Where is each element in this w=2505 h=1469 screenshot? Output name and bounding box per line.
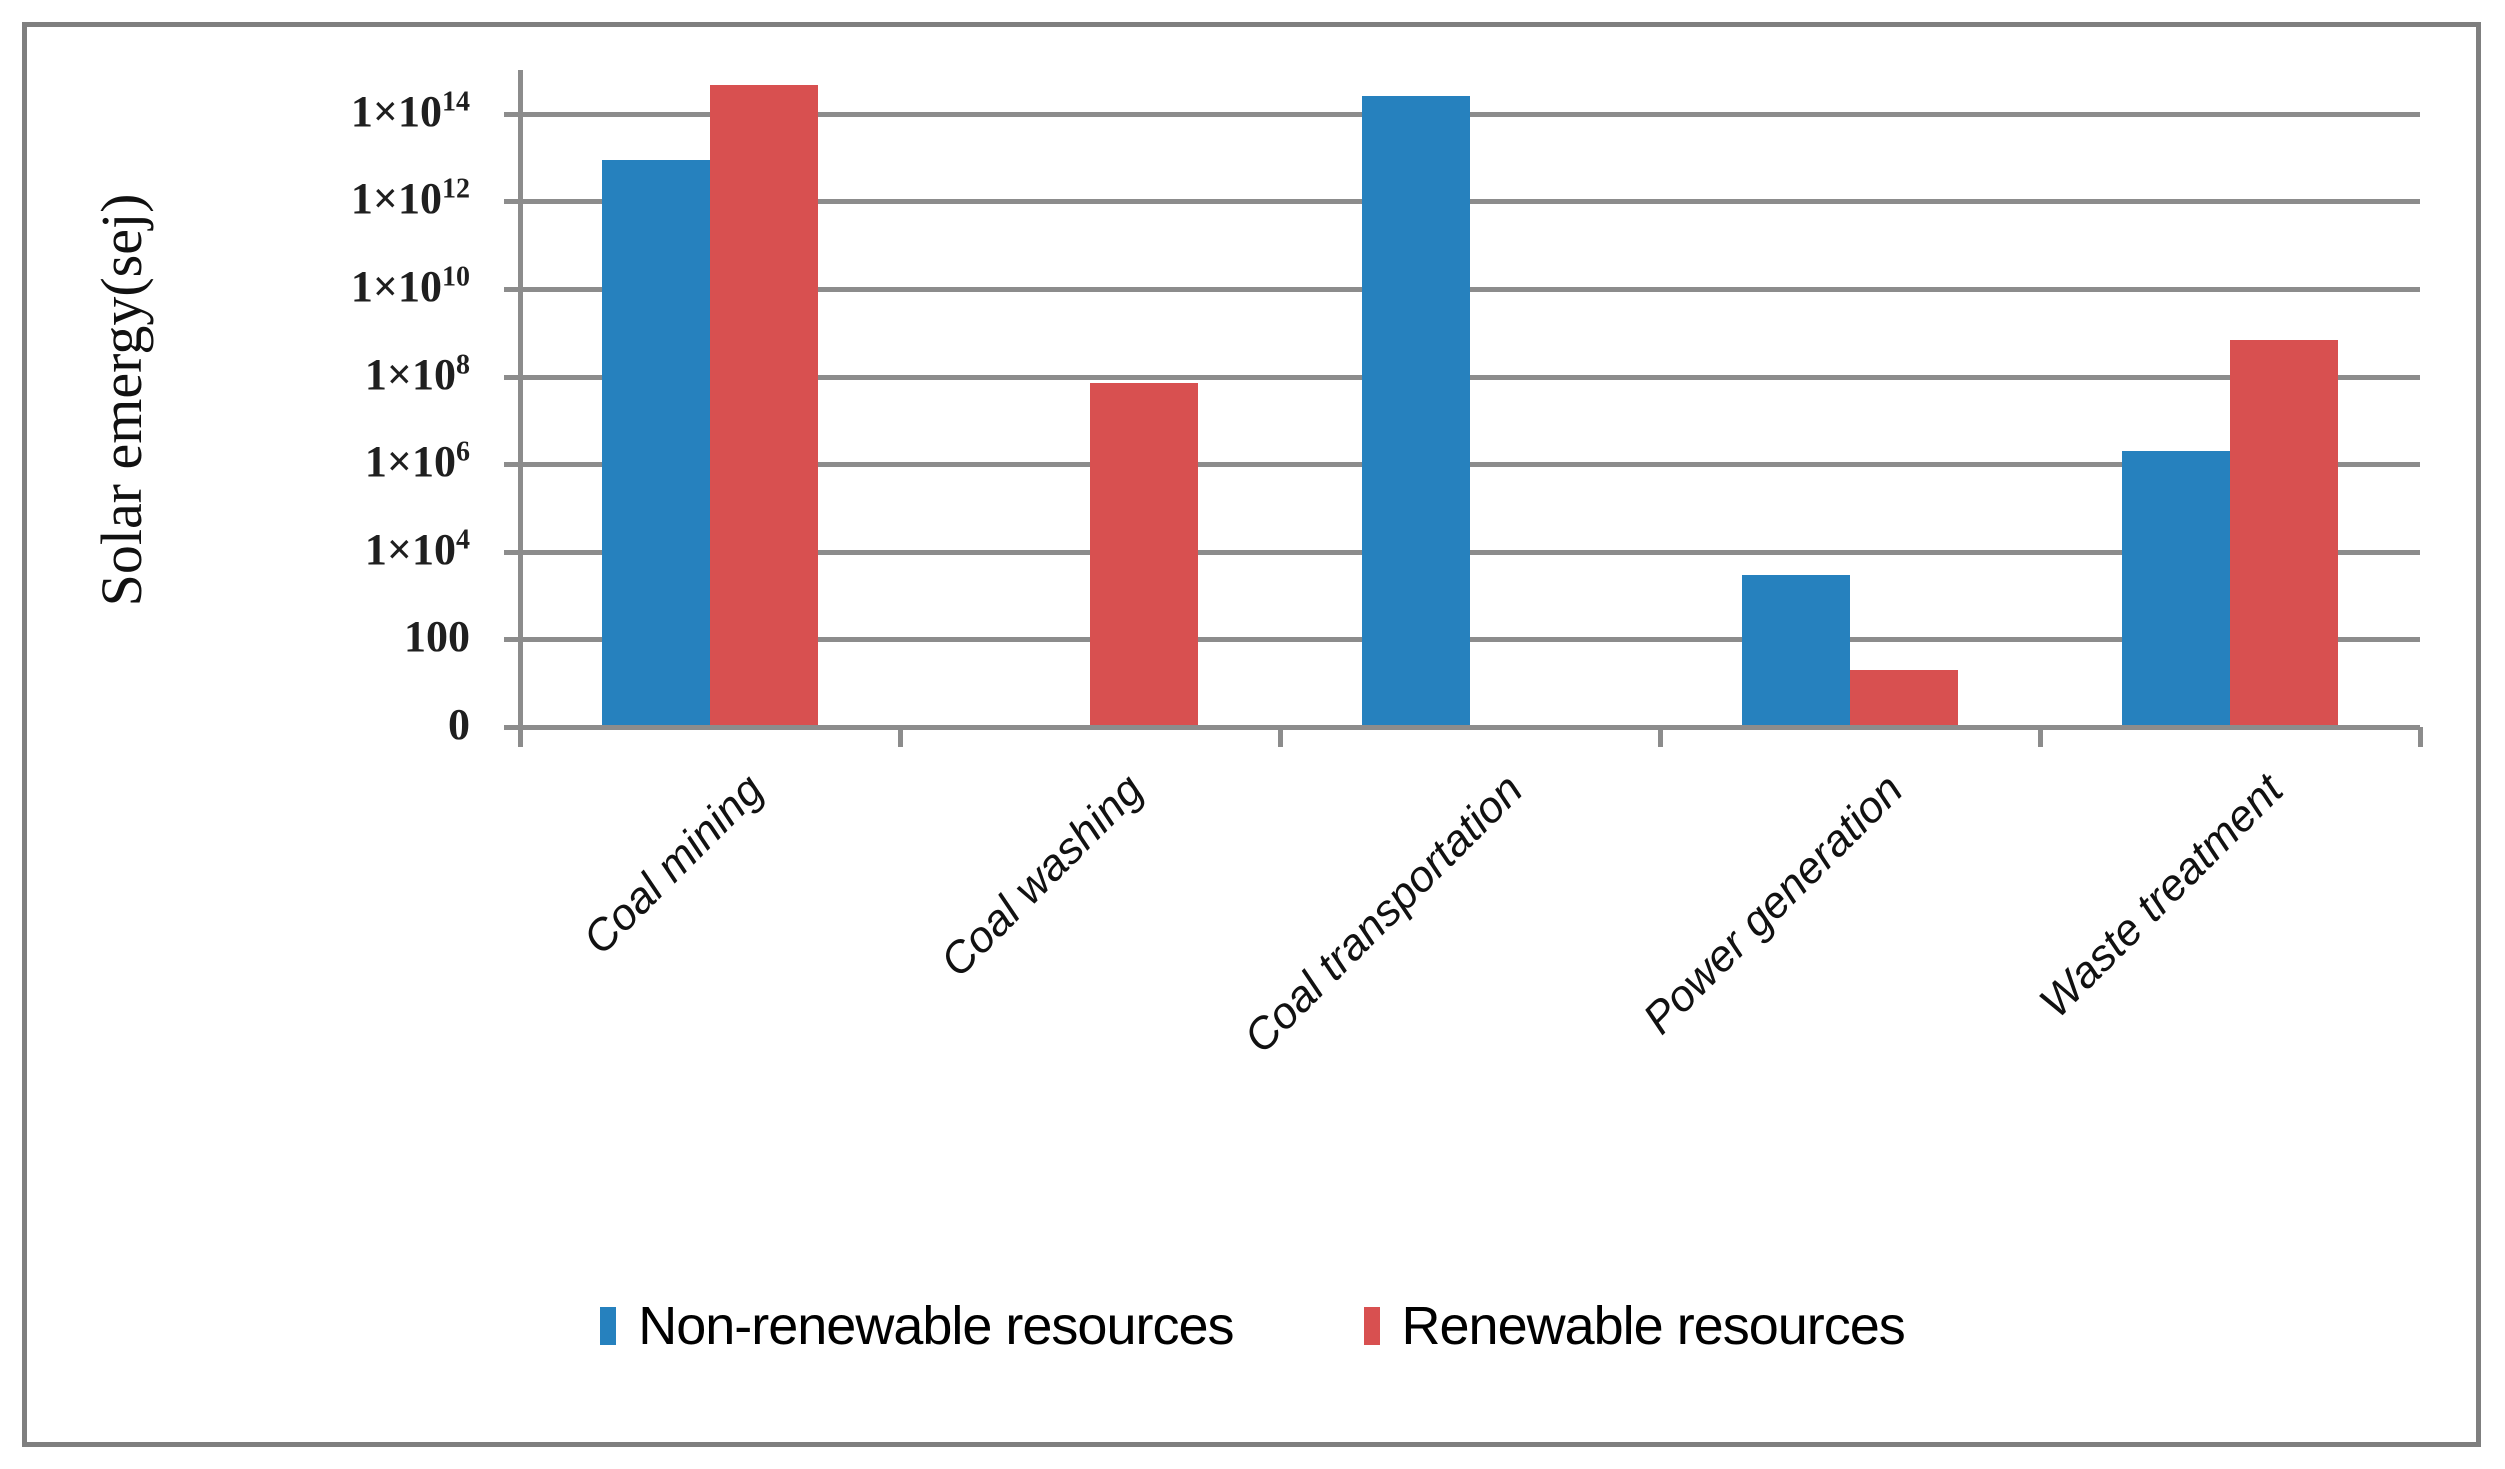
y-axis-title: Solar emergy(sej) — [89, 193, 154, 607]
legend-label-non-renewable-resources: Non-renewable resources — [638, 1296, 1234, 1356]
x-axis-tick — [518, 727, 523, 747]
y-axis-line — [518, 70, 523, 747]
legend-label-renewable-resources: Renewable resources — [1401, 1296, 1906, 1356]
legend-item-renewable-resources: Renewable resources — [1363, 1295, 1906, 1357]
bar-renewable-resources-coal-mining — [710, 85, 818, 727]
y-tick-label-1e8: 1×108 — [364, 348, 470, 399]
bar-renewable-resources-waste-treatment — [2230, 339, 2338, 727]
y-tick-label-1e4: 1×104 — [364, 524, 470, 574]
bar-non-renewable-resources-power-generation — [1742, 574, 1850, 727]
bar-renewable-resources-power-generation — [1850, 670, 1958, 727]
y-tick-label-1e6: 1×106 — [364, 436, 470, 487]
y-tick-exponent: 6 — [456, 436, 470, 468]
legend-item-non-renewable-resources: Non-renewable resources — [600, 1295, 1235, 1357]
y-tick-exponent: 4 — [456, 524, 470, 556]
bar-renewable-resources-coal-washing — [1090, 383, 1198, 727]
y-tick-label-1e10: 1×1010 — [350, 261, 470, 311]
x-axis-tick — [2418, 727, 2423, 747]
bar-non-renewable-resources-waste-treatment — [2122, 451, 2230, 727]
y-tick-label-1e2: 100 — [404, 612, 470, 662]
y-tick-exponent: 10 — [442, 261, 470, 293]
legend-swatch-renewable-resources — [1363, 1307, 1380, 1345]
x-axis-line — [504, 725, 2420, 730]
x-axis-tick — [898, 727, 903, 747]
x-axis-tick — [1658, 727, 1663, 747]
bar-non-renewable-resources-coal-transportation — [1362, 96, 1470, 727]
chart-border — [22, 22, 2481, 1447]
legend-swatch-non-renewable-resources — [600, 1307, 617, 1345]
y-tick-label-1e0: 0 — [448, 700, 470, 749]
y-tick-label-1e14: 1×1014 — [350, 86, 470, 136]
y-tick-label-1e12: 1×1012 — [350, 173, 470, 224]
y-tick-exponent: 12 — [442, 173, 470, 205]
y-tick-exponent: 8 — [456, 348, 470, 380]
bar-non-renewable-resources-coal-mining — [602, 159, 710, 727]
x-axis-tick — [1278, 727, 1283, 747]
x-axis-tick — [2038, 727, 2043, 747]
y-tick-exponent: 14 — [442, 86, 470, 118]
legend: Non-renewable resources Renewable resourc… — [0, 1295, 2505, 1357]
